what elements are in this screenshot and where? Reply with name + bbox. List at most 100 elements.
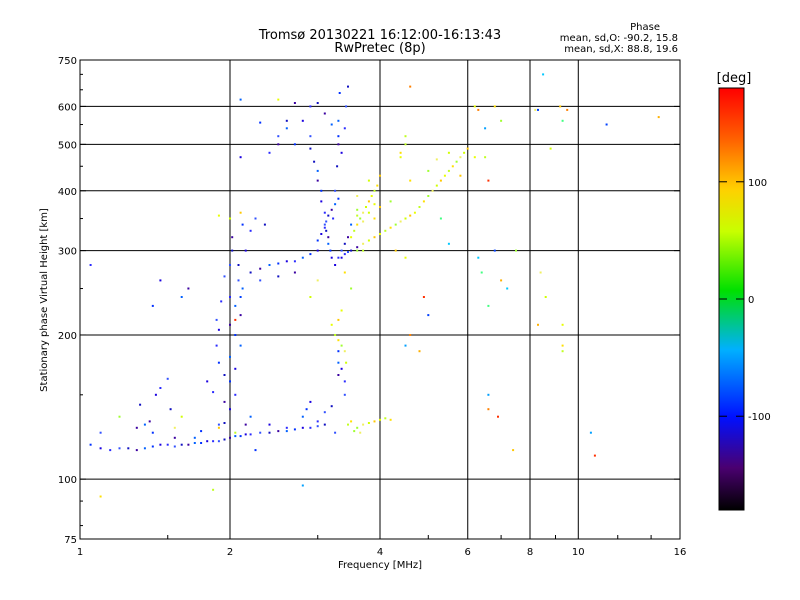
- data-point: [285, 127, 288, 130]
- data-point: [544, 296, 547, 298]
- data-point: [239, 296, 242, 298]
- y-tick-label: 600: [58, 102, 77, 113]
- data-point: [337, 135, 340, 138]
- data-point: [422, 296, 425, 298]
- data-point: [343, 393, 346, 396]
- data-point: [356, 195, 359, 197]
- y-axis: 75 100 200 300 400 500 600 750: [58, 56, 680, 546]
- data-point: [362, 220, 365, 223]
- data-point: [206, 380, 209, 383]
- data-point: [159, 387, 162, 389]
- data-point: [237, 279, 240, 282]
- data-point: [337, 339, 340, 342]
- data-point: [353, 430, 356, 433]
- data-point: [370, 195, 373, 197]
- data-point: [334, 189, 337, 192]
- data-point: [561, 344, 564, 347]
- data-points: [89, 73, 660, 498]
- data-point: [394, 223, 397, 226]
- data-point: [500, 119, 503, 122]
- data-point: [277, 98, 280, 101]
- data-point: [459, 174, 462, 177]
- data-point: [169, 408, 172, 411]
- data-point: [350, 420, 353, 423]
- data-point: [343, 271, 346, 274]
- data-point: [244, 249, 247, 252]
- data-point: [89, 443, 92, 446]
- data-point: [234, 431, 237, 434]
- data-point: [373, 203, 376, 206]
- data-point: [212, 440, 215, 443]
- data-point: [379, 418, 381, 421]
- data-point: [404, 344, 407, 347]
- data-point: [561, 323, 564, 326]
- data-point: [309, 400, 312, 403]
- data-point: [277, 262, 280, 265]
- data-point: [229, 436, 231, 439]
- data-point: [447, 242, 450, 245]
- data-point: [239, 314, 242, 317]
- data-point: [443, 174, 446, 177]
- data-point: [549, 147, 552, 150]
- chart-title: Tromsø 20130221 16:12:00-16:13:43: [258, 28, 502, 43]
- data-point: [340, 344, 343, 347]
- data-point: [365, 206, 367, 208]
- data-point: [166, 443, 169, 446]
- data-point: [239, 344, 242, 347]
- data-point: [309, 135, 312, 138]
- data-point: [309, 296, 312, 298]
- data-point: [343, 253, 346, 256]
- data-point: [320, 200, 323, 203]
- data-point: [389, 418, 392, 421]
- data-point: [484, 127, 487, 130]
- data-point: [293, 102, 296, 104]
- data-point: [229, 264, 231, 266]
- data-point: [394, 249, 397, 252]
- colorbar-tick-label: -100: [748, 412, 771, 423]
- data-point: [323, 226, 326, 229]
- data-point: [301, 256, 304, 259]
- data-point: [593, 454, 596, 457]
- data-point: [293, 428, 296, 431]
- data-point: [249, 433, 252, 436]
- data-point: [316, 420, 319, 423]
- data-point: [323, 211, 326, 214]
- data-point: [316, 179, 319, 182]
- data-point: [350, 236, 353, 239]
- data-point: [234, 367, 237, 370]
- data-point: [356, 246, 359, 249]
- data-point: [337, 374, 340, 376]
- data-point: [343, 127, 346, 130]
- data-point: [173, 436, 176, 439]
- data-point: [118, 415, 121, 418]
- data-point: [148, 420, 151, 423]
- data-point: [212, 391, 215, 394]
- data-point: [439, 179, 442, 182]
- data-point: [99, 495, 102, 498]
- data-point: [259, 279, 262, 282]
- data-point: [193, 436, 196, 439]
- data-point: [359, 217, 362, 220]
- data-point: [332, 217, 335, 220]
- data-point: [487, 393, 490, 396]
- data-point: [404, 217, 407, 220]
- data-point: [320, 233, 323, 235]
- data-point: [217, 361, 220, 364]
- data-point: [320, 189, 323, 192]
- data-point: [404, 143, 407, 146]
- data-point: [473, 105, 476, 108]
- data-point: [534, 108, 537, 111]
- data-point: [376, 184, 379, 187]
- data-point: [422, 200, 425, 203]
- data-point: [413, 211, 416, 214]
- data-point: [239, 435, 242, 438]
- data-point: [463, 151, 466, 154]
- data-point: [229, 355, 231, 358]
- data-point: [500, 279, 503, 282]
- data-point: [389, 200, 392, 203]
- y-tick-label: 75: [64, 535, 77, 546]
- data-point: [180, 443, 183, 446]
- data-point: [200, 430, 203, 433]
- data-point: [239, 211, 242, 214]
- data-point: [166, 377, 169, 380]
